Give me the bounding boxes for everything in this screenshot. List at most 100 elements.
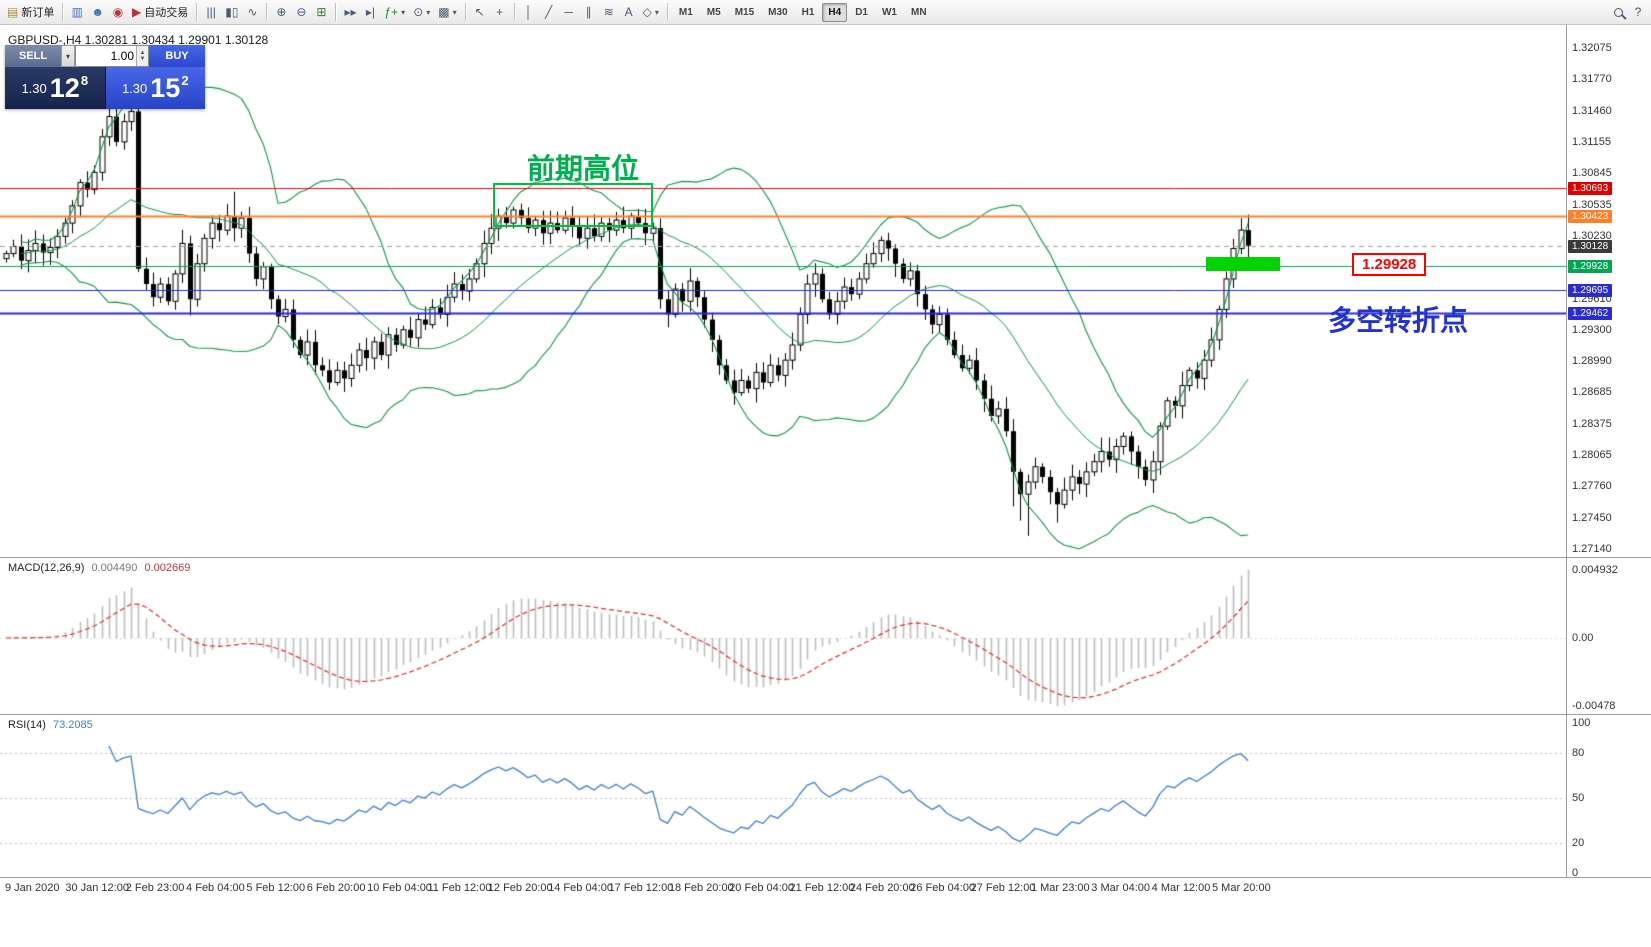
- crosshair-icon: +: [496, 5, 504, 19]
- time-label: 4 Mar 12:00: [1151, 882, 1211, 894]
- price-tag: 1.30423: [1568, 209, 1613, 223]
- volume-input[interactable]: [76, 46, 148, 66]
- tile-windows-button[interactable]: ⊞: [311, 2, 331, 22]
- trend-line-button[interactable]: ╱: [539, 2, 559, 22]
- time-label: 11 Feb 12:00: [427, 882, 492, 894]
- templates-icon: ▩: [438, 5, 450, 19]
- arrows-button[interactable]: ◇ ▾: [639, 2, 663, 22]
- fibonacci-button[interactable]: ≋: [599, 2, 619, 22]
- time-label: 30 Jan 12:00: [65, 882, 129, 894]
- indicator-tick: 50: [1572, 792, 1585, 804]
- cursor-icon: ↖: [474, 5, 485, 19]
- time-axis[interactable]: 9 Jan 2020 30 Jan 12:00 2 Feb 23:00 4 Feb 0…: [0, 878, 1651, 900]
- new-order-label: 新订单: [21, 7, 55, 19]
- indicator-tick: 20: [1572, 837, 1585, 849]
- zoom-in-button[interactable]: ⊕: [271, 2, 291, 22]
- templates-button[interactable]: ▩ ▾: [434, 2, 460, 22]
- charts-panel-button[interactable]: ▥: [67, 2, 87, 22]
- line-chart-mode-icon: ∿: [247, 5, 258, 19]
- sell-button[interactable]: SELL: [5, 45, 61, 67]
- buy-price-big: 15: [150, 72, 181, 103]
- price-tick: 1.29300: [1572, 323, 1612, 336]
- toolbar-separator: [666, 3, 668, 21]
- arrows-icon: ◇: [642, 5, 652, 19]
- macd-canvas[interactable]: [0, 558, 1566, 714]
- price-callout-label[interactable]: 1.29928: [1352, 253, 1427, 276]
- buy-button[interactable]: BUY: [149, 45, 205, 67]
- zoom-out-icon: ⊖: [296, 5, 307, 19]
- price-chart-canvas[interactable]: [0, 25, 1566, 557]
- auto-scroll-button[interactable]: ▸▸: [340, 2, 360, 22]
- equidistant-channel-button[interactable]: ∥: [579, 2, 599, 22]
- price-tag: 1.29462: [1568, 306, 1613, 320]
- zoom-in-icon: ⊕: [276, 5, 287, 19]
- timeframe-m30-button[interactable]: M30: [768, 6, 788, 18]
- timeframe-h1-button[interactable]: H1: [801, 6, 815, 18]
- timeframe-mn-button[interactable]: MN: [910, 6, 927, 18]
- chart-shift-button[interactable]: ▸|: [360, 2, 380, 22]
- chevron-down-icon: ▾: [452, 7, 457, 17]
- timeframe-d1-button[interactable]: D1: [855, 6, 868, 18]
- macd-name: MACD(12,26,9): [8, 562, 85, 574]
- buy-quote-button[interactable]: 1.30 15 2: [105, 67, 205, 109]
- line-chart-mode-button[interactable]: ∿: [242, 2, 262, 22]
- trend-line-icon: ╱: [545, 5, 553, 19]
- support-highlight-bar[interactable]: [1206, 257, 1280, 271]
- horizontal-line-icon: ─: [564, 5, 573, 19]
- toolbar-separator: [62, 3, 64, 21]
- price-plot[interactable]: GBPUSD-,H4 1.30281 1.30434 1.29901 1.301…: [0, 25, 1566, 557]
- price-tag: 1.30693: [1568, 181, 1613, 195]
- chevron-down-icon: ▾: [65, 51, 70, 61]
- macd-label: MACD(12,26,9) 0.004490 0.002669: [8, 562, 190, 574]
- pivot-point-label[interactable]: 多空转折点: [1328, 305, 1469, 336]
- indicator-tick: 0.00: [1572, 632, 1594, 644]
- rsi-canvas[interactable]: [0, 715, 1566, 877]
- time-label: 20 Feb 04:00: [729, 882, 795, 894]
- price-tick: 1.30230: [1572, 229, 1612, 242]
- zoom-out-button[interactable]: ⊖: [291, 2, 311, 22]
- time-label: 4 Feb 04:00: [186, 882, 245, 894]
- chart-title: GBPUSD-,H4 1.30281 1.30434 1.29901 1.301…: [8, 33, 269, 47]
- spinner-down-icon[interactable]: ▼: [139, 56, 146, 62]
- auto-trading-button[interactable]: ▶ 自动交易: [128, 2, 192, 22]
- cursor-button[interactable]: ↖: [470, 2, 490, 22]
- macd-plot[interactable]: MACD(12,26,9) 0.004490 0.002669: [0, 558, 1566, 714]
- price-tick: 1.30535: [1572, 198, 1612, 211]
- timeframe-h4-button[interactable]: H4: [822, 2, 848, 22]
- prior-high-label[interactable]: 前期高位: [527, 153, 640, 184]
- timeframe-m5-button[interactable]: M5: [706, 6, 721, 18]
- macd-pane: MACD(12,26,9) 0.004490 0.002669 0.004932…: [0, 558, 1651, 715]
- time-label: 3 Mar 04:00: [1091, 882, 1150, 894]
- bar-chart-mode-button[interactable]: |||: [201, 2, 221, 22]
- spinner-up-icon[interactable]: ▲: [139, 50, 146, 56]
- time-label: 10 Feb 04:00: [367, 882, 432, 894]
- help-button[interactable]: ?: [1628, 2, 1648, 22]
- volume-dropdown-button[interactable]: ▾: [61, 45, 75, 67]
- sell-quote-button[interactable]: 1.30 12 8: [5, 67, 106, 109]
- rsi-plot[interactable]: RSI(14) 73.2085: [0, 715, 1566, 877]
- chart-shift-icon: ▸|: [365, 5, 376, 19]
- price-tag: 1.30128: [1568, 239, 1613, 253]
- timeframe-m15-button[interactable]: M15: [734, 6, 755, 18]
- candlestick-mode-button[interactable]: ▮▯: [221, 2, 242, 22]
- crosshair-button[interactable]: +: [490, 2, 510, 22]
- timeframe-w1-button[interactable]: W1: [881, 6, 897, 18]
- vertical-line-button[interactable]: │: [519, 2, 539, 22]
- indicators-button[interactable]: ƒ+ ▾: [380, 2, 409, 22]
- time-label: 12 Feb 20:00: [487, 882, 553, 894]
- main-toolbar: ▤ 新订单 ▥ ☻ ◉ ▶ 自动交易 ||| ▮▯ ∿ ⊕ ⊖ ⊞ ▸▸ ▸| ƒ+ ▾ ⊙ ▾ ▩ ▾ ↖ + │ ╱ ─ ∥ ≋ A…: [0, 0, 1651, 25]
- search-button[interactable]: [1608, 2, 1628, 22]
- periods-button[interactable]: ⊙ ▾: [409, 2, 434, 22]
- market-info-button[interactable]: ◉: [108, 2, 128, 22]
- profile-button[interactable]: ☻: [87, 2, 108, 22]
- text-label-button[interactable]: A: [619, 2, 639, 22]
- indicator-tick: 0: [1572, 867, 1579, 879]
- volume-spinner[interactable]: ▲ ▼: [136, 46, 148, 66]
- horizontal-line-button[interactable]: ─: [559, 2, 579, 22]
- prior-high-box[interactable]: [493, 183, 653, 227]
- auto-trading-label: 自动交易: [144, 7, 189, 19]
- new-order-button[interactable]: ▤ 新订单: [3, 2, 58, 22]
- time-label: 5 Mar 20:00: [1212, 882, 1271, 894]
- timeframe-m1-button[interactable]: M1: [678, 6, 693, 18]
